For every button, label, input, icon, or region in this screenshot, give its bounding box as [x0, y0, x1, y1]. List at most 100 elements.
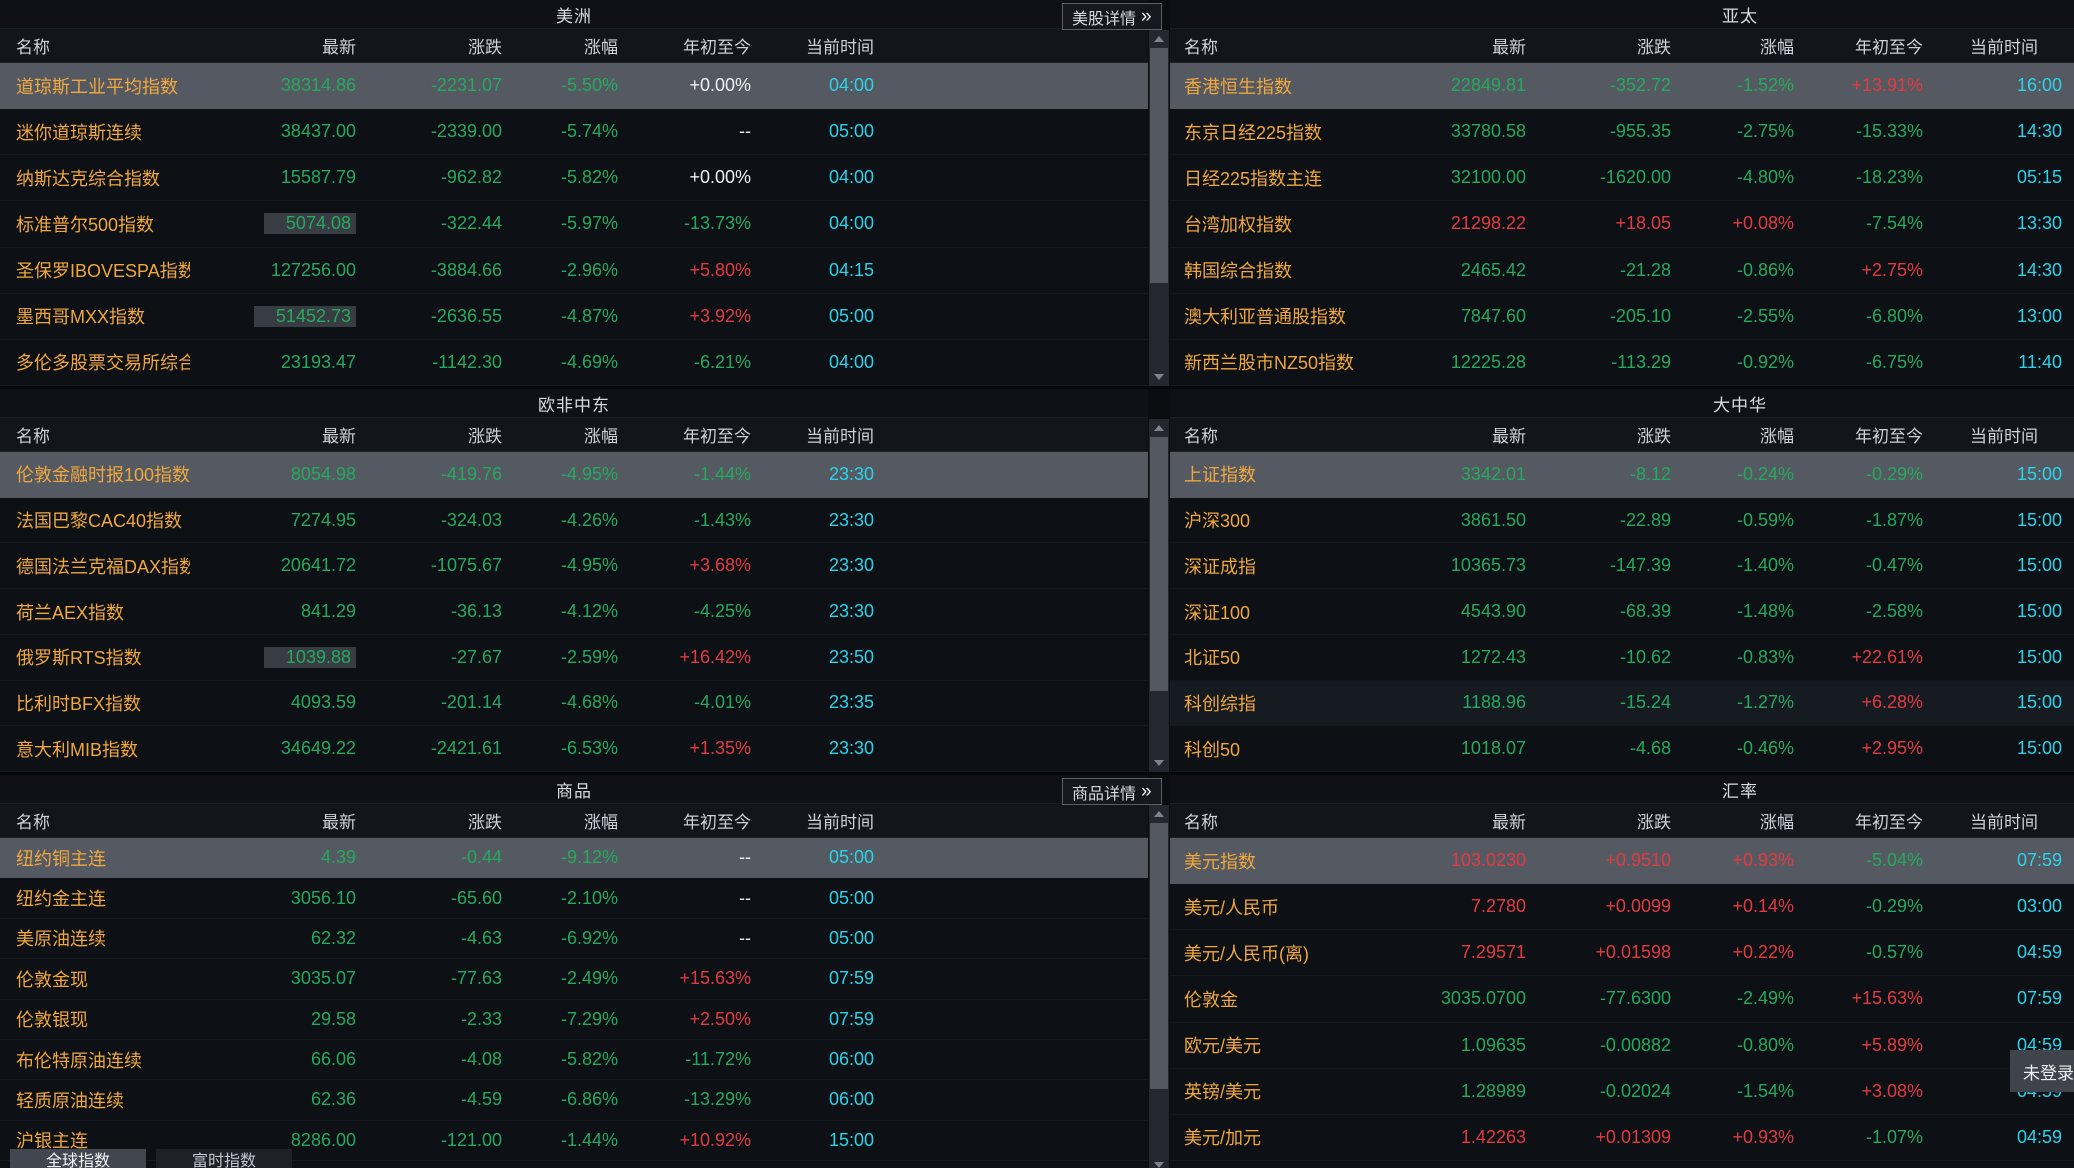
column-header[interactable]: 涨幅 [584, 38, 618, 57]
column-header[interactable]: 名称 [16, 813, 50, 832]
table-row[interactable]: 科创50 1018.07 -4.68 -0.46% +2.95% 15:00 [1170, 726, 2074, 773]
vertical-scrollbar[interactable] [1148, 775, 1170, 1168]
column-header[interactable]: 涨跌 [1637, 427, 1671, 446]
scroll-down-arrow-icon[interactable] [1149, 1158, 1169, 1168]
table-row[interactable]: 迷你道琼斯连续 38437.00 -2339.00 -5.74% -- 05:00 [0, 109, 1148, 156]
panel-title: 欧非中东 [538, 395, 610, 415]
column-header[interactable]: 最新 [1492, 427, 1526, 446]
table-row[interactable]: 美原油连续 62.32 -4.63 -6.92% -- 05:00 [0, 919, 1148, 960]
column-header[interactable]: 当前时间 [1970, 38, 2038, 57]
table-row[interactable]: 俄罗斯RTS指数 1039.88 -27.67 -2.59% +16.42% 23:50 [0, 635, 1148, 681]
not-logged-in-badge[interactable]: 未登录 [2010, 1050, 2074, 1092]
table-row[interactable]: 香港恒生指数 22849.81 -352.72 -1.52% +13.91% 16:00 [1170, 63, 2074, 110]
column-header[interactable]: 涨幅 [584, 427, 618, 446]
column-header[interactable]: 涨跌 [468, 38, 502, 57]
vertical-scrollbar[interactable] [1148, 0, 1170, 386]
table-row[interactable]: 德国法兰克福DAX指数 20641.72 -1075.67 -4.95% +3.68% 2… [0, 543, 1148, 590]
table-row[interactable]: 欧元/美元 1.09635 -0.00882 -0.80% +5.89% 04:59 [1170, 1023, 2074, 1069]
scrollbar-track[interactable] [1149, 419, 1169, 772]
column-header[interactable]: 最新 [322, 427, 356, 446]
table-row[interactable]: 多伦多股票交易所综合 23193.47 -1142.30 -4.69% -6.21% 04… [0, 340, 1148, 386]
table-row[interactable]: 伦敦金 3035.0700 -77.6300 -2.49% +15.63% 07:59 [1170, 976, 2074, 1023]
table-row[interactable]: 美元/加元 1.42263 +0.01309 +0.93% -1.07% 04:59 [1170, 1115, 2074, 1161]
scrollbar-thumb[interactable] [1150, 437, 1168, 692]
table-row[interactable]: 韩国综合指数 2465.42 -21.28 -0.86% +2.75% 14:30 [1170, 248, 2074, 294]
column-header[interactable]: 当前时间 [806, 38, 874, 57]
column-header[interactable]: 名称 [1184, 427, 1218, 446]
table-row[interactable]: 纽约金主连 3056.10 -65.60 -2.10% -- 05:00 [0, 878, 1148, 919]
column-header[interactable]: 最新 [322, 813, 356, 832]
table-row[interactable]: 上证指数 3342.01 -8.12 -0.24% -0.29% 15:00 [1170, 452, 2074, 498]
table-row[interactable]: 沪深300 3861.50 -22.89 -0.59% -1.87% 15:00 [1170, 498, 2074, 544]
table-row[interactable]: 伦敦金融时报100指数 8054.98 -419.76 -4.95% -1.44% 23:… [0, 452, 1148, 498]
table-row[interactable]: 深证100 4543.90 -68.39 -1.48% -2.58% 15:00 [1170, 589, 2074, 635]
column-header[interactable]: 名称 [16, 38, 50, 57]
table-row[interactable]: 英镑/美元1.28989-0.02024-1.54%+3.08%04:59 [1170, 1069, 2074, 1115]
table-row[interactable]: 标准普尔500指数 5074.08 -322.44 -5.97% -13.73% 04:0… [0, 201, 1148, 248]
scrollbar-track[interactable] [1149, 30, 1169, 386]
scrollbar-thumb[interactable] [1150, 823, 1168, 1089]
column-header[interactable]: 最新 [322, 38, 356, 57]
column-header[interactable]: 涨幅 [1760, 38, 1794, 57]
table-row[interactable]: 意大利MIB指数 34649.22 -2421.61 -6.53% +1.35% 23:3… [0, 726, 1148, 773]
table-row[interactable]: 纳斯达克综合指数 15587.79 -962.82 -5.82% +0.00% 04:00 [0, 155, 1148, 202]
table-row[interactable]: 台湾加权指数 21298.22 +18.05 +0.08% -7.54% 13:30 [1170, 201, 2074, 248]
table-row[interactable]: 纽约铜主连 4.39 -0.44 -9.12% -- 05:00 [0, 838, 1148, 879]
scroll-down-arrow-icon[interactable] [1149, 756, 1169, 770]
table-row[interactable]: 北证50 1272.43 -10.62 -0.83% +22.61% 15:00 [1170, 635, 2074, 681]
table-row[interactable]: 澳大利亚普通股指数 7847.60 -205.10 -2.55% -6.80% 13:00 [1170, 294, 2074, 340]
column-header[interactable]: 涨幅 [1760, 427, 1794, 446]
column-header[interactable]: 年初至今 [1855, 38, 1923, 57]
table-row[interactable]: 美元/人民币(离) 7.29571 +0.01598 +0.22% -0.57% 04:5… [1170, 930, 2074, 977]
table-row[interactable]: 伦敦金现 3035.07 -77.63 -2.49% +15.63% 07:59 [0, 959, 1148, 1000]
table-row[interactable]: 伦敦银现 29.58 -2.33 -7.29% +2.50% 07:59 [0, 1000, 1148, 1040]
column-header[interactable]: 年初至今 [683, 38, 751, 57]
column-header[interactable]: 名称 [1184, 813, 1218, 832]
column-header[interactable]: 年初至今 [1855, 427, 1923, 446]
table-row[interactable]: 轻质原油连续 62.36 -4.59 -6.86% -13.29% 06:00 [0, 1080, 1148, 1121]
column-header[interactable]: 当前时间 [806, 427, 874, 446]
column-header[interactable]: 年初至今 [683, 813, 751, 832]
scroll-up-arrow-icon[interactable] [1149, 32, 1169, 46]
table-row[interactable]: 圣保罗IBOVESPA指数 127256.00 -3884.66 -2.96% +5.8… [0, 248, 1148, 294]
table-row[interactable]: 布伦特原油连续 66.06 -4.08 -5.82% -11.72% 06:00 [0, 1040, 1148, 1081]
table-row[interactable]: 比利时BFX指数 4093.59 -201.14 -4.68% -4.01% 23:35 [0, 681, 1148, 727]
table-row[interactable]: 深证成指 10365.73 -147.39 -1.40% -0.47% 15:00 [1170, 543, 2074, 590]
column-header[interactable]: 涨跌 [468, 427, 502, 446]
table-row[interactable]: 墨西哥MXX指数 51452.73 -2636.55 -4.87% +3.92% 05:0… [0, 294, 1148, 340]
column-header[interactable]: 当前时间 [1970, 427, 2038, 446]
column-header[interactable]: 年初至今 [683, 427, 751, 446]
column-header[interactable]: 涨跌 [468, 813, 502, 832]
table-row[interactable]: 荷兰AEX指数 841.29 -36.13 -4.12% -4.25% 23:30 [0, 589, 1148, 635]
table-row[interactable]: 沪银主连 8286.00 -121.00 -1.44% +10.92% 15:00 [0, 1121, 1148, 1161]
vertical-scrollbar[interactable] [1148, 389, 1170, 772]
table-row[interactable]: 日经225指数主连 32100.00 -1620.00 -4.80% -18.23% 05… [1170, 155, 2074, 202]
table-row[interactable]: 科创综指 1188.96 -15.24 -1.27% +6.28% 15:00 [1170, 680, 2074, 727]
us-stocks-detail-button[interactable]: 美股详情 » [1062, 3, 1162, 30]
commodities-detail-button[interactable]: 商品详情 » [1062, 778, 1162, 805]
table-row[interactable]: 道琼斯工业平均指数 38314.86 -2231.07 -5.50% +0.00% 04:… [0, 63, 1148, 110]
scroll-up-arrow-icon[interactable] [1149, 421, 1169, 435]
table-row[interactable]: 法国巴黎CAC40指数 7274.95 -324.03 -4.26% -1.43% 23:… [0, 498, 1148, 544]
table-row[interactable]: 美元指数 103.0230 +0.9510 +0.93% -5.04% 07:59 [1170, 838, 2074, 885]
column-header[interactable]: 最新 [1492, 38, 1526, 57]
scrollbar-thumb[interactable] [1150, 48, 1168, 283]
table-row[interactable]: 东京日经225指数 33780.58 -955.35 -2.75% -15.33% 14:… [1170, 109, 2074, 156]
column-header[interactable]: 名称 [1184, 38, 1218, 57]
tab-ftse-indices[interactable]: 富时指数 [156, 1149, 293, 1168]
column-header[interactable]: 最新 [1492, 813, 1526, 832]
table-row[interactable]: 新西兰股市NZ50指数 12225.28 -113.29 -0.92% -6.75% 11… [1170, 340, 2074, 386]
column-header[interactable]: 年初至今 [1855, 813, 1923, 832]
column-header[interactable]: 名称 [16, 427, 50, 446]
column-header[interactable]: 当前时间 [806, 813, 874, 832]
table-row[interactable]: 美元/人民币 7.2780 +0.0099 +0.14% -0.29% 03:00 [1170, 884, 2074, 931]
column-header[interactable]: 涨幅 [1760, 813, 1794, 832]
tab-global-indices[interactable]: 全球指数 [10, 1149, 147, 1168]
scrollbar-track[interactable] [1149, 805, 1169, 1168]
column-header[interactable]: 涨幅 [584, 813, 618, 832]
column-header[interactable]: 当前时间 [1970, 813, 2038, 832]
column-header[interactable]: 涨跌 [1637, 813, 1671, 832]
column-header[interactable]: 涨跌 [1637, 38, 1671, 57]
scroll-down-arrow-icon[interactable] [1149, 370, 1169, 384]
scroll-up-arrow-icon[interactable] [1149, 807, 1169, 821]
